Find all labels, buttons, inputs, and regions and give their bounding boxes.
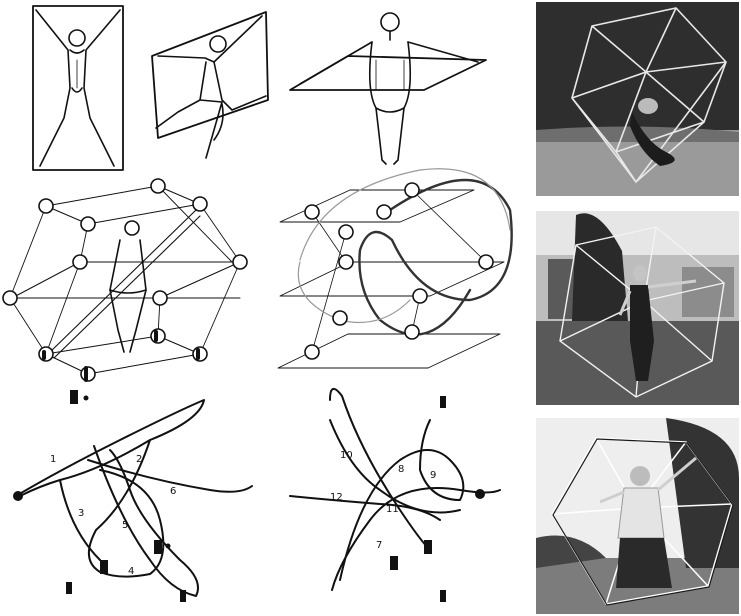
path-numbers: 1 2 3 4 5 6 7 8 9 10 11 12 [50, 450, 436, 577]
figure-path-left [15, 399, 253, 597]
figure-icosahedron-diameter [2, 178, 248, 382]
photo-dancer-icosahedron-1 [536, 2, 739, 196]
path-number: 3 [78, 508, 84, 519]
path-number: 12 [330, 492, 343, 503]
path-number: 7 [376, 540, 382, 551]
path-number: 1 [50, 454, 56, 465]
path-number: 5 [122, 520, 128, 531]
path-number: 4 [128, 566, 134, 577]
path-number: 8 [398, 464, 404, 475]
photo-dancer-icosahedron-2 [536, 211, 739, 405]
path-number: 2 [136, 454, 142, 465]
figure-wheel-plane [151, 11, 269, 159]
figure-icosahedron-trace [277, 168, 513, 369]
path-number: 6 [170, 486, 176, 497]
figure-table-plane [289, 12, 487, 165]
motif-symbols [13, 390, 485, 602]
figure-vertical-plane [32, 5, 124, 171]
path-number: 11 [386, 504, 399, 515]
photo-woman-icosahedron [536, 418, 739, 614]
path-number: 10 [340, 450, 353, 461]
path-number: 9 [430, 470, 436, 481]
